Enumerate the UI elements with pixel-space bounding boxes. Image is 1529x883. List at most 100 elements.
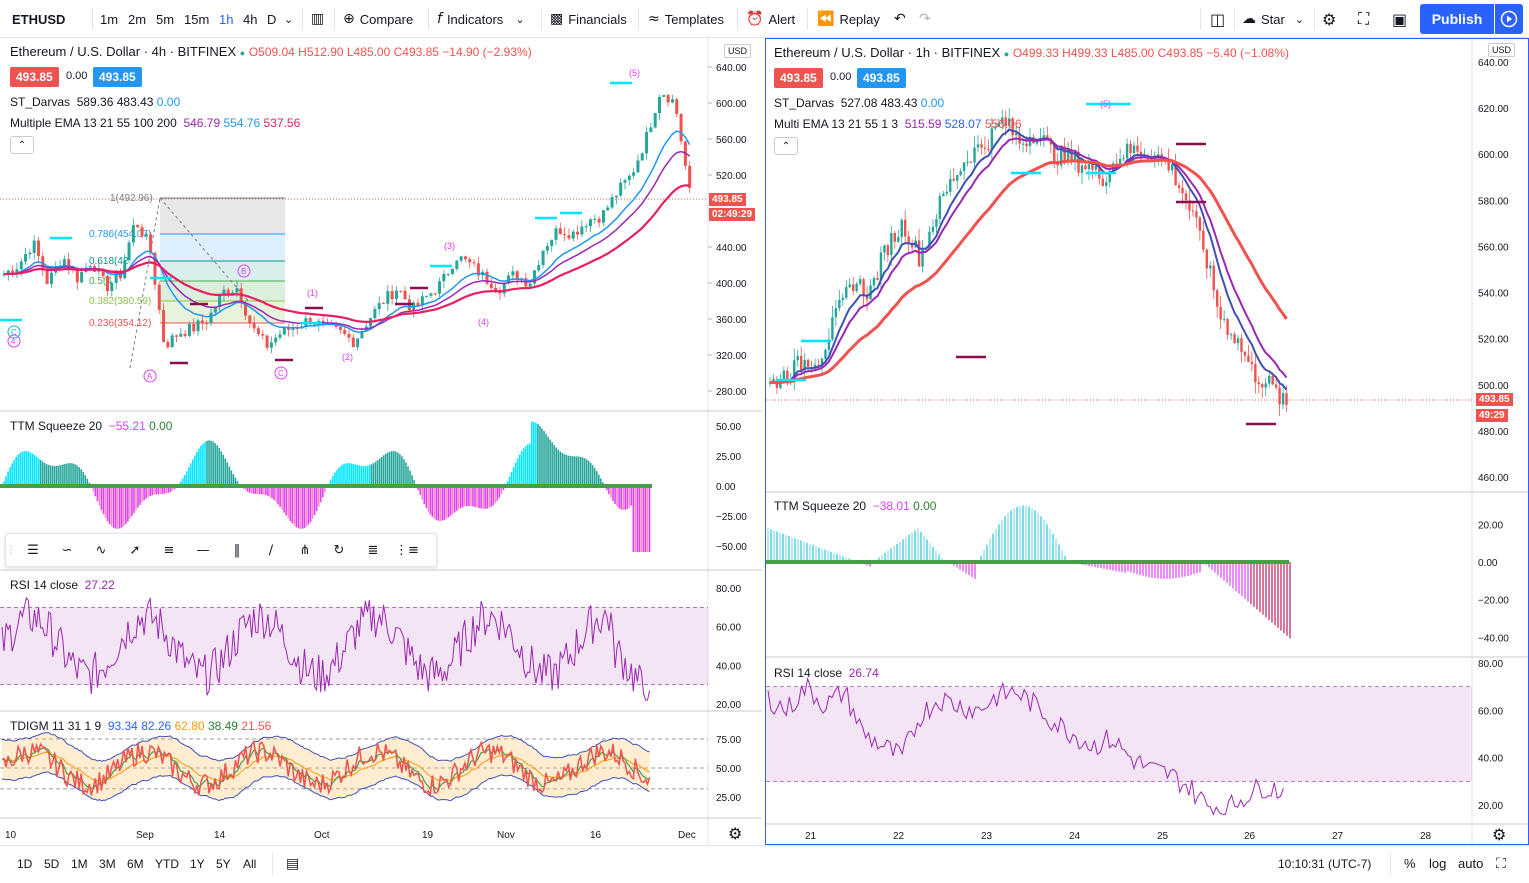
- camera-icon[interactable]: ▣: [1392, 9, 1408, 29]
- log-scale-toggle[interactable]: log: [1429, 856, 1447, 871]
- left-scale-settings-gear-icon[interactable]: ⚙: [728, 824, 743, 843]
- rsi-legend[interactable]: RSI 14 close 26.74: [774, 666, 879, 680]
- candle-body: [218, 294, 222, 308]
- alert-button[interactable]: ⏰ Alert: [746, 0, 795, 38]
- darvas-legend[interactable]: ST_Darvas 527.08 483.43 0.00: [774, 96, 944, 110]
- right-chart-canvas[interactable]: 640.00 620.00 600.00 580.00 560.00 540.00 520.…: [766, 39, 1528, 844]
- candle-body: [1001, 117, 1004, 124]
- timeframe-1m[interactable]: 1m: [100, 11, 119, 27]
- clock-time[interactable]: 10:10:31 (UTC-7): [1278, 856, 1372, 871]
- wave-label: (4): [478, 317, 489, 327]
- symbol-search[interactable]: ETHUSD: [12, 11, 66, 27]
- rsi-legend[interactable]: RSI 14 close 27.22: [10, 578, 115, 592]
- range-3m[interactable]: 3M: [99, 856, 116, 871]
- candle-body: [550, 239, 554, 246]
- undo-icon[interactable]: ↶: [894, 11, 906, 27]
- range-1y[interactable]: 1Y: [190, 856, 205, 871]
- candle-body: [657, 96, 662, 113]
- tdi-v4: 38.49: [207, 719, 238, 733]
- spread-value: 0.00: [830, 71, 852, 83]
- templates-button[interactable]: ≈ Templates: [648, 0, 724, 38]
- candle-body: [851, 284, 855, 292]
- ttm-legend[interactable]: TTM Squeeze 20 −55.21 0.00: [10, 419, 172, 433]
- timeframe-5m[interactable]: 5m: [156, 11, 175, 27]
- candle-body: [360, 331, 364, 339]
- redo-icon[interactable]: ↷: [919, 11, 931, 27]
- vertical-lines-tool-icon[interactable]: ‖: [233, 542, 241, 558]
- fib-channel-tool-icon[interactable]: ≡: [163, 542, 175, 558]
- ask-badge[interactable]: 493.85: [857, 68, 906, 88]
- candle-body: [942, 193, 945, 197]
- elliott-wave-tool-icon[interactable]: ∽: [61, 542, 73, 558]
- currency-label[interactable]: USD: [1488, 43, 1516, 57]
- line-tool-icon[interactable]: ∕: [268, 542, 274, 558]
- wave-label-circle: [7, 325, 21, 339]
- layout-icon[interactable]: ◫: [1210, 9, 1226, 29]
- ema-legend[interactable]: Multiple EMA 13 21 55 100 200 546.79 554…: [10, 116, 300, 130]
- settings-gear-icon[interactable]: ⚙: [1322, 9, 1337, 29]
- darvas-legend[interactable]: ST_Darvas 589.36 483.43 0.00: [10, 95, 180, 109]
- candle-body: [265, 335, 269, 348]
- timeframe-d[interactable]: D: [267, 11, 277, 27]
- right-chart[interactable]: 640.00 620.00 600.00 580.00 560.00 540.00 520.…: [765, 38, 1529, 845]
- range-5y[interactable]: 5Y: [216, 856, 231, 871]
- left-chart[interactable]: 640.00 600.00 560.00 520.00 4 80.00 440.00 400.…: [0, 38, 762, 845]
- fullscreen-icon[interactable]: ⛶: [1358, 9, 1370, 28]
- candle-body: [554, 228, 558, 240]
- ema-legend[interactable]: Multi EMA 13 21 55 1 3 515.59 528.07 556…: [774, 117, 1022, 131]
- tdi-legend[interactable]: TDIGM 11 31 1 9 93.34 82.26 62.80 38.49 …: [10, 719, 271, 733]
- candle-body: [1053, 144, 1056, 164]
- star-button[interactable]: ☁ Star ⌄: [1242, 0, 1309, 38]
- right-scale-settings-gear-icon[interactable]: ⚙: [1492, 825, 1507, 844]
- timeframe-2m[interactable]: 2m: [128, 11, 147, 27]
- maximize-icon[interactable]: ⛶: [1496, 855, 1506, 872]
- time-axis-label: 28: [1420, 831, 1432, 842]
- auto-scale-toggle[interactable]: auto: [1458, 856, 1484, 871]
- timeframe-dropdown-icon[interactable]: ⌄: [284, 12, 294, 26]
- horizontal-lines-tool-icon[interactable]: ☰: [27, 542, 39, 558]
- drag-handle-icon[interactable]: ⋮: [6, 544, 16, 556]
- chart-type-icon[interactable]: ▥: [311, 11, 325, 27]
- currency-label[interactable]: USD: [724, 44, 752, 58]
- pitchfork-tool-icon[interactable]: ⋔: [299, 542, 311, 558]
- publish-button[interactable]: Publish: [1420, 4, 1494, 34]
- range-all[interactable]: All: [243, 856, 257, 871]
- compare-button[interactable]: ⊕ Compare: [343, 0, 413, 38]
- candle-body: [196, 320, 200, 332]
- percent-scale-toggle[interactable]: %: [1404, 856, 1416, 871]
- trend-line-tool-icon[interactable]: ➚: [129, 542, 141, 558]
- timeframe-4h[interactable]: 4h: [243, 11, 258, 27]
- replay-button[interactable]: ⏪ Replay: [817, 0, 880, 38]
- fib-spiral-tool-icon[interactable]: ↻: [333, 542, 345, 558]
- tdi-price-line: [1, 739, 651, 797]
- range-6m[interactable]: 6M: [127, 856, 144, 871]
- fib-extension-tool-icon[interactable]: ⋮≡: [395, 542, 419, 558]
- candle-body: [438, 281, 442, 294]
- timeframe-1h[interactable]: 1h: [219, 11, 234, 27]
- range-1m[interactable]: 1M: [71, 856, 88, 871]
- abc-pattern-tool-icon[interactable]: ∿: [95, 542, 107, 558]
- play-icon[interactable]: [1495, 4, 1523, 34]
- candle-body: [390, 291, 394, 300]
- range-5d[interactable]: 5D: [44, 856, 60, 871]
- fib-retracement-tool-icon[interactable]: ≣: [367, 542, 379, 558]
- ttm-tick-label: 0.00: [716, 482, 736, 493]
- collapse-legend-button[interactable]: ⌃: [774, 137, 798, 155]
- range-1d[interactable]: 1D: [17, 856, 33, 871]
- ttm-tick-label: 0.00: [1478, 558, 1498, 569]
- range-ytd[interactable]: YTD: [155, 856, 179, 871]
- wave-label: (2): [342, 352, 353, 362]
- candle-body: [1236, 338, 1240, 344]
- financials-button[interactable]: ▩ Financials: [550, 0, 627, 38]
- left-chart-canvas[interactable]: 640.00 600.00 560.00 520.00 4 80.00 440.00 400.…: [0, 38, 762, 845]
- horizontal-ray-tool-icon[interactable]: —: [196, 542, 210, 558]
- goto-date-icon[interactable]: ▤: [286, 855, 300, 872]
- bid-badge[interactable]: 493.85: [774, 68, 823, 88]
- bid-badge[interactable]: 493.85: [10, 67, 59, 87]
- indicators-button[interactable]: f Indicators ⌄: [437, 0, 530, 38]
- candle-body: [416, 302, 420, 306]
- collapse-legend-button[interactable]: ⌃: [10, 136, 34, 154]
- ttm-legend[interactable]: TTM Squeeze 20 −38.01 0.00: [774, 499, 936, 513]
- timeframe-15m[interactable]: 15m: [184, 11, 210, 27]
- ask-badge[interactable]: 493.85: [93, 67, 142, 87]
